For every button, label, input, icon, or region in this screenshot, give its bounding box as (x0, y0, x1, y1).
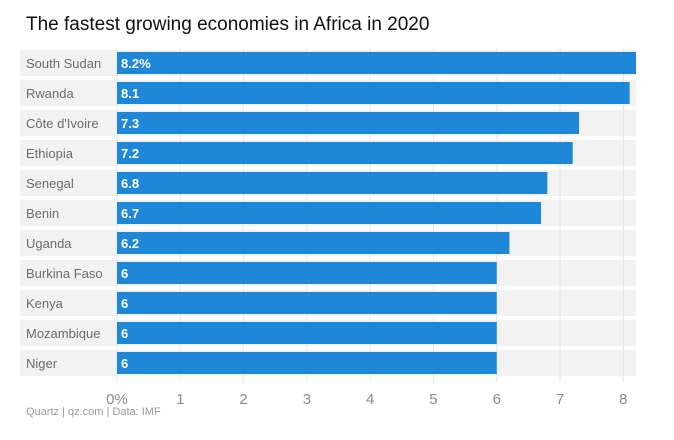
category-label: Rwanda (26, 86, 74, 101)
data-label: 6 (121, 296, 128, 311)
data-label: 8.1 (121, 86, 139, 101)
bar (117, 142, 573, 164)
x-tick-label: 5 (429, 391, 437, 408)
bar (117, 232, 510, 254)
category-label: Kenya (26, 296, 64, 311)
category-label: Ethiopia (26, 146, 74, 161)
x-tick-label: 2 (239, 391, 247, 408)
data-label: 8.2% (121, 56, 151, 71)
category-label: Mozambique (26, 326, 100, 341)
data-label: 7.3 (121, 116, 139, 131)
category-label: Burkina Faso (26, 266, 103, 281)
category-label: South Sudan (26, 56, 101, 71)
data-label: 7.2 (121, 146, 139, 161)
bar (117, 322, 497, 344)
x-tick-label: 3 (303, 391, 311, 408)
x-tick-label: 6 (493, 391, 501, 408)
bar (117, 262, 497, 284)
category-label: Uganda (26, 236, 72, 251)
bar (117, 172, 548, 194)
data-label: 6.7 (121, 206, 139, 221)
x-tick-label: 1 (176, 391, 184, 408)
bar (117, 202, 542, 224)
bar (117, 82, 630, 104)
data-label: 6.2 (121, 236, 139, 251)
data-label: 6 (121, 266, 128, 281)
x-tick-label: 0% (106, 391, 128, 408)
data-label: 6.8 (121, 176, 139, 191)
category-label: Benin (26, 206, 59, 221)
x-tick-label: 4 (366, 391, 374, 408)
chart-title: The fastest growing economies in Africa … (26, 14, 430, 35)
category-label: Niger (26, 356, 58, 371)
bar (117, 352, 497, 374)
x-tick-label: 8 (619, 391, 627, 408)
bar (117, 292, 497, 314)
data-label: 6 (121, 326, 128, 341)
category-label: Senegal (26, 176, 74, 191)
category-label: Côte d'Ivoire (26, 116, 99, 131)
data-label: 6 (121, 356, 128, 371)
source-note: Quartz | qz.com | Data: IMF (26, 406, 161, 418)
x-tick-label: 7 (556, 391, 564, 408)
bar (117, 52, 636, 74)
bar (117, 112, 580, 134)
